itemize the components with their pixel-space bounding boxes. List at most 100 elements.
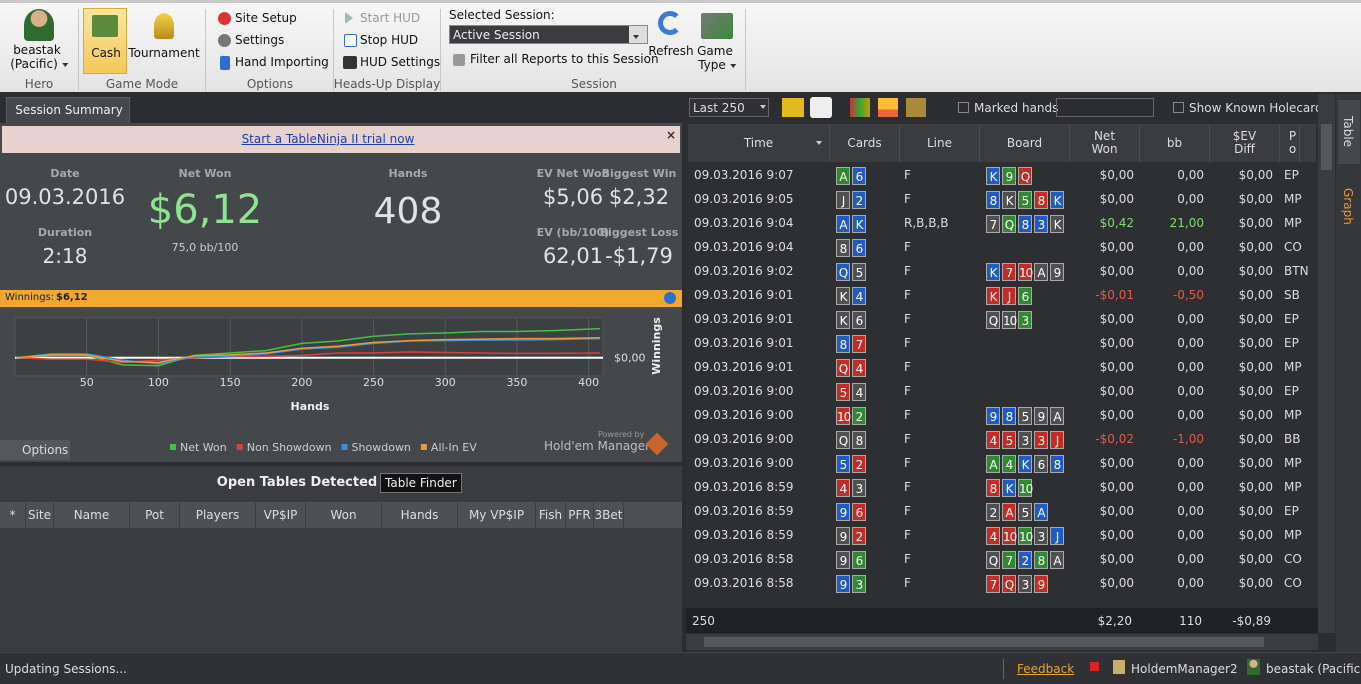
hand-line: F [904,480,911,494]
trophy-button[interactable] [906,98,926,117]
column-header: Line [900,124,980,162]
dropdown-arrow [61,62,68,67]
tournament-icon [154,13,174,39]
settings-button[interactable]: Settings [235,33,285,47]
chart-button[interactable] [878,98,898,117]
help-icon[interactable] [664,292,676,304]
marked-hands-checkbox[interactable] [958,102,969,113]
hand-line: F [904,192,911,206]
net-won: -$0,01 [1095,288,1134,302]
net-won: $0,00 [1099,480,1134,494]
hand-importing-button[interactable]: Hand Importing [235,55,329,69]
card: 3 [1018,575,1032,593]
x-tick-label: 250 [363,376,384,389]
graph-tab[interactable]: Graph [1338,172,1360,232]
group-label: Game Mode [105,77,179,91]
tab-label: Session Summary [15,103,123,117]
close-button[interactable]: × [666,128,677,142]
scroll-thumb[interactable] [1321,124,1332,170]
game-type-button[interactable]: Game [697,44,733,58]
filter-dropdown[interactable]: Last 250 [689,98,769,117]
separator [78,9,79,91]
bb-won: 0,00 [1177,264,1204,278]
marked-hands-dropdown[interactable] [1056,98,1154,117]
hand-row[interactable]: 09.03.2016 9:01 K 4 F K J 6 -$0,01 -0,50 $0,00 SB [688,284,1316,308]
group-label: Session [571,77,617,91]
hand-time: 09.03.2016 8:59 [694,504,794,518]
card: 8 [1034,551,1048,569]
ev-diff: $0,00 [1238,384,1273,398]
horizontal-scrollbar[interactable] [686,634,1318,650]
x-axis-label: Hands [291,400,330,413]
hand-row[interactable]: 09.03.2016 9:01 8 7 F $0,00 0,00 $0,00 EP [688,332,1316,356]
vertical-scrollbar[interactable] [1318,94,1335,633]
group-label: Hero [24,77,54,91]
net-won: $0,00 [1099,336,1134,350]
filter-session-button[interactable]: Filter all Reports to this Session [470,52,659,66]
hand-row[interactable]: 09.03.2016 9:00 5 2 F A 4 K 6 8 $0,00 0,00 $0,00 MP [688,452,1316,476]
hand-row[interactable]: 09.03.2016 9:05 J 2 F 8 K 5 8 K $0,00 0,00 $0,00 MP [688,188,1316,212]
feedback-link[interactable]: Feedback [1017,662,1075,676]
hand-row[interactable]: 09.03.2016 9:01 K 6 F Q 10 3 $0,00 0,00 $0,00 EP [688,308,1316,332]
dice-button[interactable] [810,97,832,118]
hand-row[interactable]: 09.03.2016 9:02 Q 5 F K 7 10 A 9 $0,00 0,00 $0,00 BT… [688,260,1316,284]
hand-row[interactable]: 09.03.2016 8:59 4 3 F 8 K 10 $0,00 0,00 $0,00 MP [688,476,1316,500]
options-button[interactable]: Options [0,440,70,460]
start-hud-button[interactable]: Start HUD [360,11,421,25]
stop-hud-button[interactable]: Stop HUD [360,33,419,47]
game-type-text: Type [698,58,726,72]
session-summary-tab[interactable]: Session Summary [6,97,130,123]
hand-row[interactable]: 09.03.2016 9:01 Q 4 F $0,00 0,00 $0,00 MP [688,356,1316,380]
trial-link[interactable]: Start a TableNinja II trial now [241,132,415,146]
hand-row[interactable]: 09.03.2016 8:58 9 3 F 7 Q 3 9 $0,00 0,00 $0,00 CO [688,572,1316,596]
footer-ev-diff: -$0,89 [1232,614,1271,628]
hand-time: 09.03.2016 8:58 [694,576,794,590]
card: 10 [1002,311,1017,329]
group-label: Heads-Up Display [333,77,441,91]
ev-diff: $0,00 [1238,504,1273,518]
site-setup-button[interactable]: Site Setup [235,11,297,25]
hero-site[interactable]: (Pacific) [10,57,68,71]
hud-settings-button[interactable]: HUD Settings [360,55,441,69]
hand-row[interactable]: 09.03.2016 9:07 A 6 F K 9 Q $0,00 0,00 $0,00 EP [688,164,1316,188]
hero-name[interactable]: beastak [13,43,61,57]
hand-row[interactable]: 09.03.2016 9:00 5 4 F $0,00 0,00 $0,00 EP [688,380,1316,404]
card: Q [836,431,850,449]
scroll-thumb[interactable] [704,637,1264,647]
rewind-button[interactable] [782,98,804,117]
known-holecards-checkbox[interactable] [1173,102,1184,113]
ev-diff: $0,00 [1238,216,1273,230]
hand-row[interactable]: 09.03.2016 9:04 8 6 F $0,00 0,00 $0,00 CO [688,236,1316,260]
stat-value: 62,01 [542,244,604,268]
tournament-button[interactable]: Tournament [128,46,200,60]
card: 9 [836,551,850,569]
hand-row[interactable]: 09.03.2016 8:59 9 2 F 4 10 10 3 J $0,00 0,00 $0,00 M… [688,524,1316,548]
card: 10 [1018,263,1033,281]
refresh-button[interactable]: Refresh [648,44,694,58]
column-header: 3Bet [594,502,624,528]
net-won: $0,00 [1099,456,1134,470]
card: 7 [1002,551,1016,569]
grid-button[interactable] [850,98,870,117]
card: 9 [1002,167,1016,185]
card: A [836,215,850,233]
hand-row[interactable]: 09.03.2016 9:00 Q 8 F 4 5 3 3 J -$0,02 -1,00 $0,00 B… [688,428,1316,452]
stat-label: Date [50,167,80,180]
table-finder-button[interactable]: Table Finder [380,473,462,493]
column-header: Site [26,502,54,528]
hand-row[interactable]: 09.03.2016 9:04 A K R,B,B,B 7 Q 8 3 K $0,42 21,00 $… [688,212,1316,236]
card: 6 [852,239,866,257]
hand-row[interactable]: 09.03.2016 8:58 9 6 F Q 7 2 8 A $0,00 0,00 $0,00 CO [688,548,1316,572]
card: 4 [986,431,1000,449]
card: 9 [1050,263,1064,281]
hand-importing-icon [220,56,230,70]
game-type-button-2[interactable]: Type [698,58,736,72]
hand-row[interactable]: 09.03.2016 8:59 9 6 F 2 A 5 A $0,00 0,00 $0,00 EP [688,500,1316,524]
session-dropdown[interactable]: Active Session [449,25,648,44]
ev-diff: $0,00 [1238,528,1273,542]
hand-row[interactable]: 09.03.2016 9:00 10 2 F 9 8 5 9 A $0,00 0,00 $0,00 MP [688,404,1316,428]
table-tab[interactable]: Table [1338,100,1360,164]
card: 9 [1034,575,1048,593]
